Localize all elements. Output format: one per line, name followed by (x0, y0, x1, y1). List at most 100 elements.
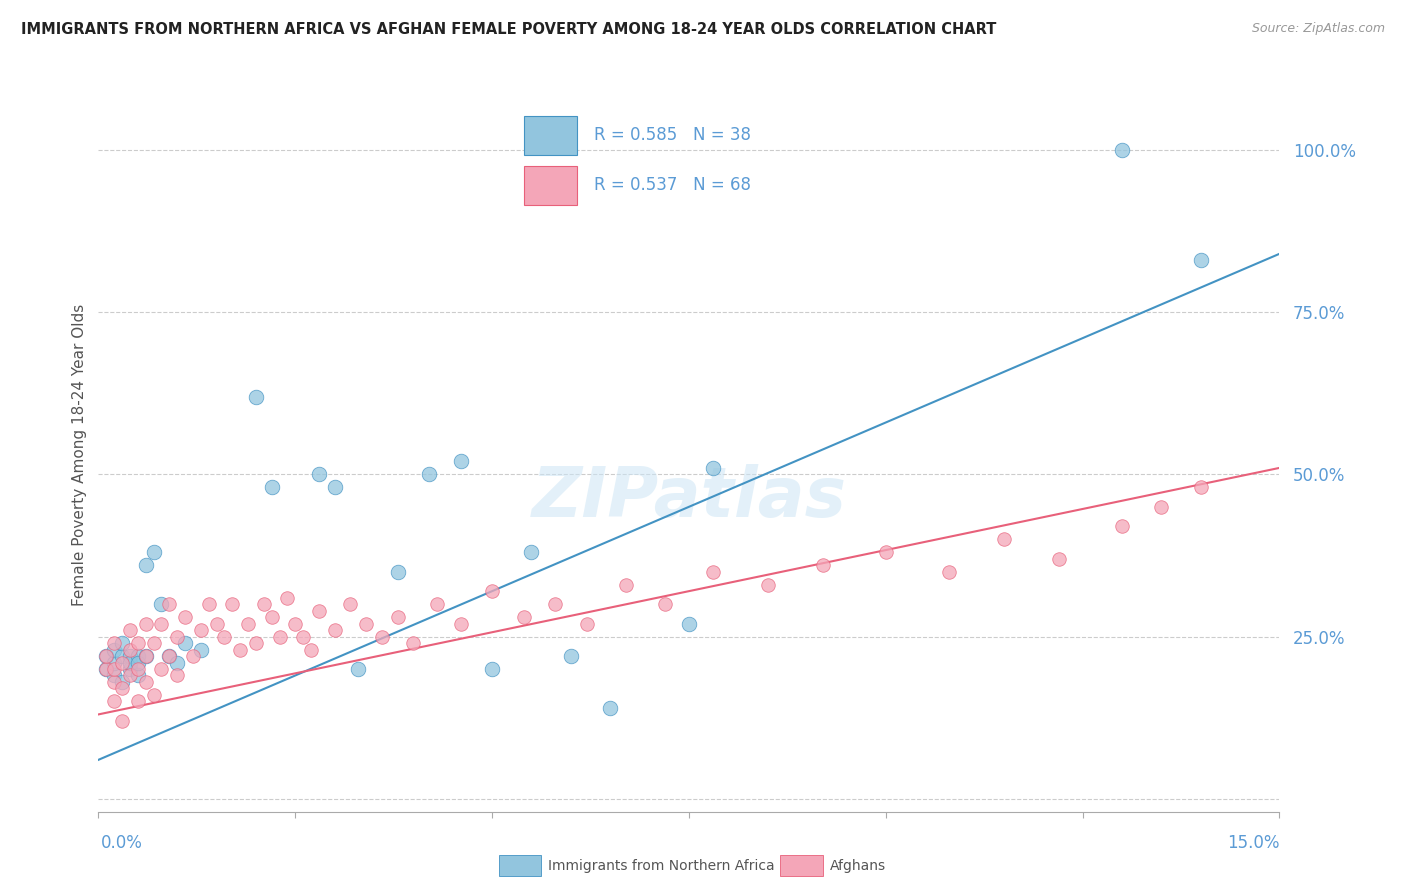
Point (150, 616, 173, 631)
Point (197, 597, 219, 611)
Point (118, 668, 141, 682)
Point (111, 656, 134, 670)
Point (142, 636, 165, 650)
Point (520, 545, 543, 559)
Point (654, 597, 676, 611)
Point (1111, 143, 1133, 157)
Point (402, 636, 425, 650)
Point (229, 642, 252, 657)
Point (127, 656, 149, 670)
Point (702, 565, 724, 579)
Point (190, 623, 212, 637)
Point (299, 642, 322, 657)
Point (111, 636, 134, 650)
Point (111, 681, 134, 696)
Point (96, 648, 118, 663)
Point (118, 648, 141, 663)
Y-axis label: Female Poverty Among 18-24 Year Olds: Female Poverty Among 18-24 Year Olds (72, 304, 87, 606)
Point (260, 480, 283, 494)
Point (544, 597, 567, 611)
Point (347, 662, 370, 676)
Point (142, 688, 165, 702)
Point (214, 630, 236, 644)
Text: IMMIGRANTS FROM NORTHERN AFRICA VS AFGHAN FEMALE POVERTY AMONG 18-24 YEAR OLDS C: IMMIGRANTS FROM NORTHERN AFRICA VS AFGHA… (21, 22, 997, 37)
Point (387, 610, 409, 624)
FancyBboxPatch shape (523, 116, 576, 155)
Point (371, 630, 394, 644)
Point (276, 591, 298, 605)
Point (236, 616, 259, 631)
Point (481, 584, 503, 599)
Point (323, 480, 346, 494)
Point (450, 616, 472, 631)
Point (245, 390, 267, 404)
Point (127, 636, 149, 650)
Point (157, 648, 180, 663)
FancyBboxPatch shape (523, 166, 576, 205)
Point (96, 662, 118, 676)
Point (166, 656, 188, 670)
Text: Source: ZipAtlas.com: Source: ZipAtlas.com (1251, 22, 1385, 36)
Text: Immigrants from Northern Africa: Immigrants from Northern Africa (548, 859, 775, 873)
Point (756, 577, 779, 591)
Point (174, 610, 197, 624)
Point (938, 565, 960, 579)
Point (308, 604, 330, 618)
Point (426, 597, 449, 611)
Point (96, 662, 118, 676)
Point (118, 642, 141, 657)
Point (127, 648, 149, 663)
Point (702, 461, 724, 475)
Point (103, 636, 125, 650)
Point (166, 668, 188, 682)
Point (339, 597, 361, 611)
Point (103, 668, 125, 682)
Point (127, 662, 149, 676)
Point (150, 597, 173, 611)
Point (127, 668, 149, 682)
Point (174, 636, 197, 650)
Point (1189, 253, 1212, 268)
Point (166, 630, 188, 644)
Point (253, 597, 276, 611)
Point (560, 648, 582, 663)
Point (142, 545, 165, 559)
Point (387, 565, 409, 579)
Point (614, 577, 637, 591)
Point (418, 467, 440, 482)
Point (103, 642, 125, 657)
Point (205, 616, 228, 631)
Point (575, 616, 598, 631)
Point (127, 694, 149, 708)
Point (103, 694, 125, 708)
Point (811, 558, 834, 573)
Point (135, 616, 157, 631)
Point (118, 656, 141, 670)
Point (292, 630, 315, 644)
Point (1111, 519, 1133, 533)
Point (1047, 551, 1070, 566)
Text: R = 0.537   N = 68: R = 0.537 N = 68 (595, 177, 751, 194)
Point (118, 623, 141, 637)
Point (181, 648, 204, 663)
Point (157, 648, 180, 663)
Point (103, 662, 125, 676)
Text: ZIPatlas: ZIPatlas (531, 464, 846, 532)
Point (135, 648, 157, 663)
Point (269, 630, 291, 644)
Point (284, 616, 307, 631)
Point (260, 610, 283, 624)
Point (150, 662, 173, 676)
Point (512, 610, 534, 624)
Point (135, 648, 157, 663)
Point (111, 675, 134, 690)
Point (354, 616, 377, 631)
Point (993, 533, 1015, 547)
Point (1189, 480, 1212, 494)
Point (1150, 500, 1173, 514)
Point (157, 597, 180, 611)
Point (323, 623, 346, 637)
Point (103, 656, 125, 670)
Point (678, 616, 700, 631)
Text: R = 0.585   N = 38: R = 0.585 N = 38 (595, 127, 751, 145)
